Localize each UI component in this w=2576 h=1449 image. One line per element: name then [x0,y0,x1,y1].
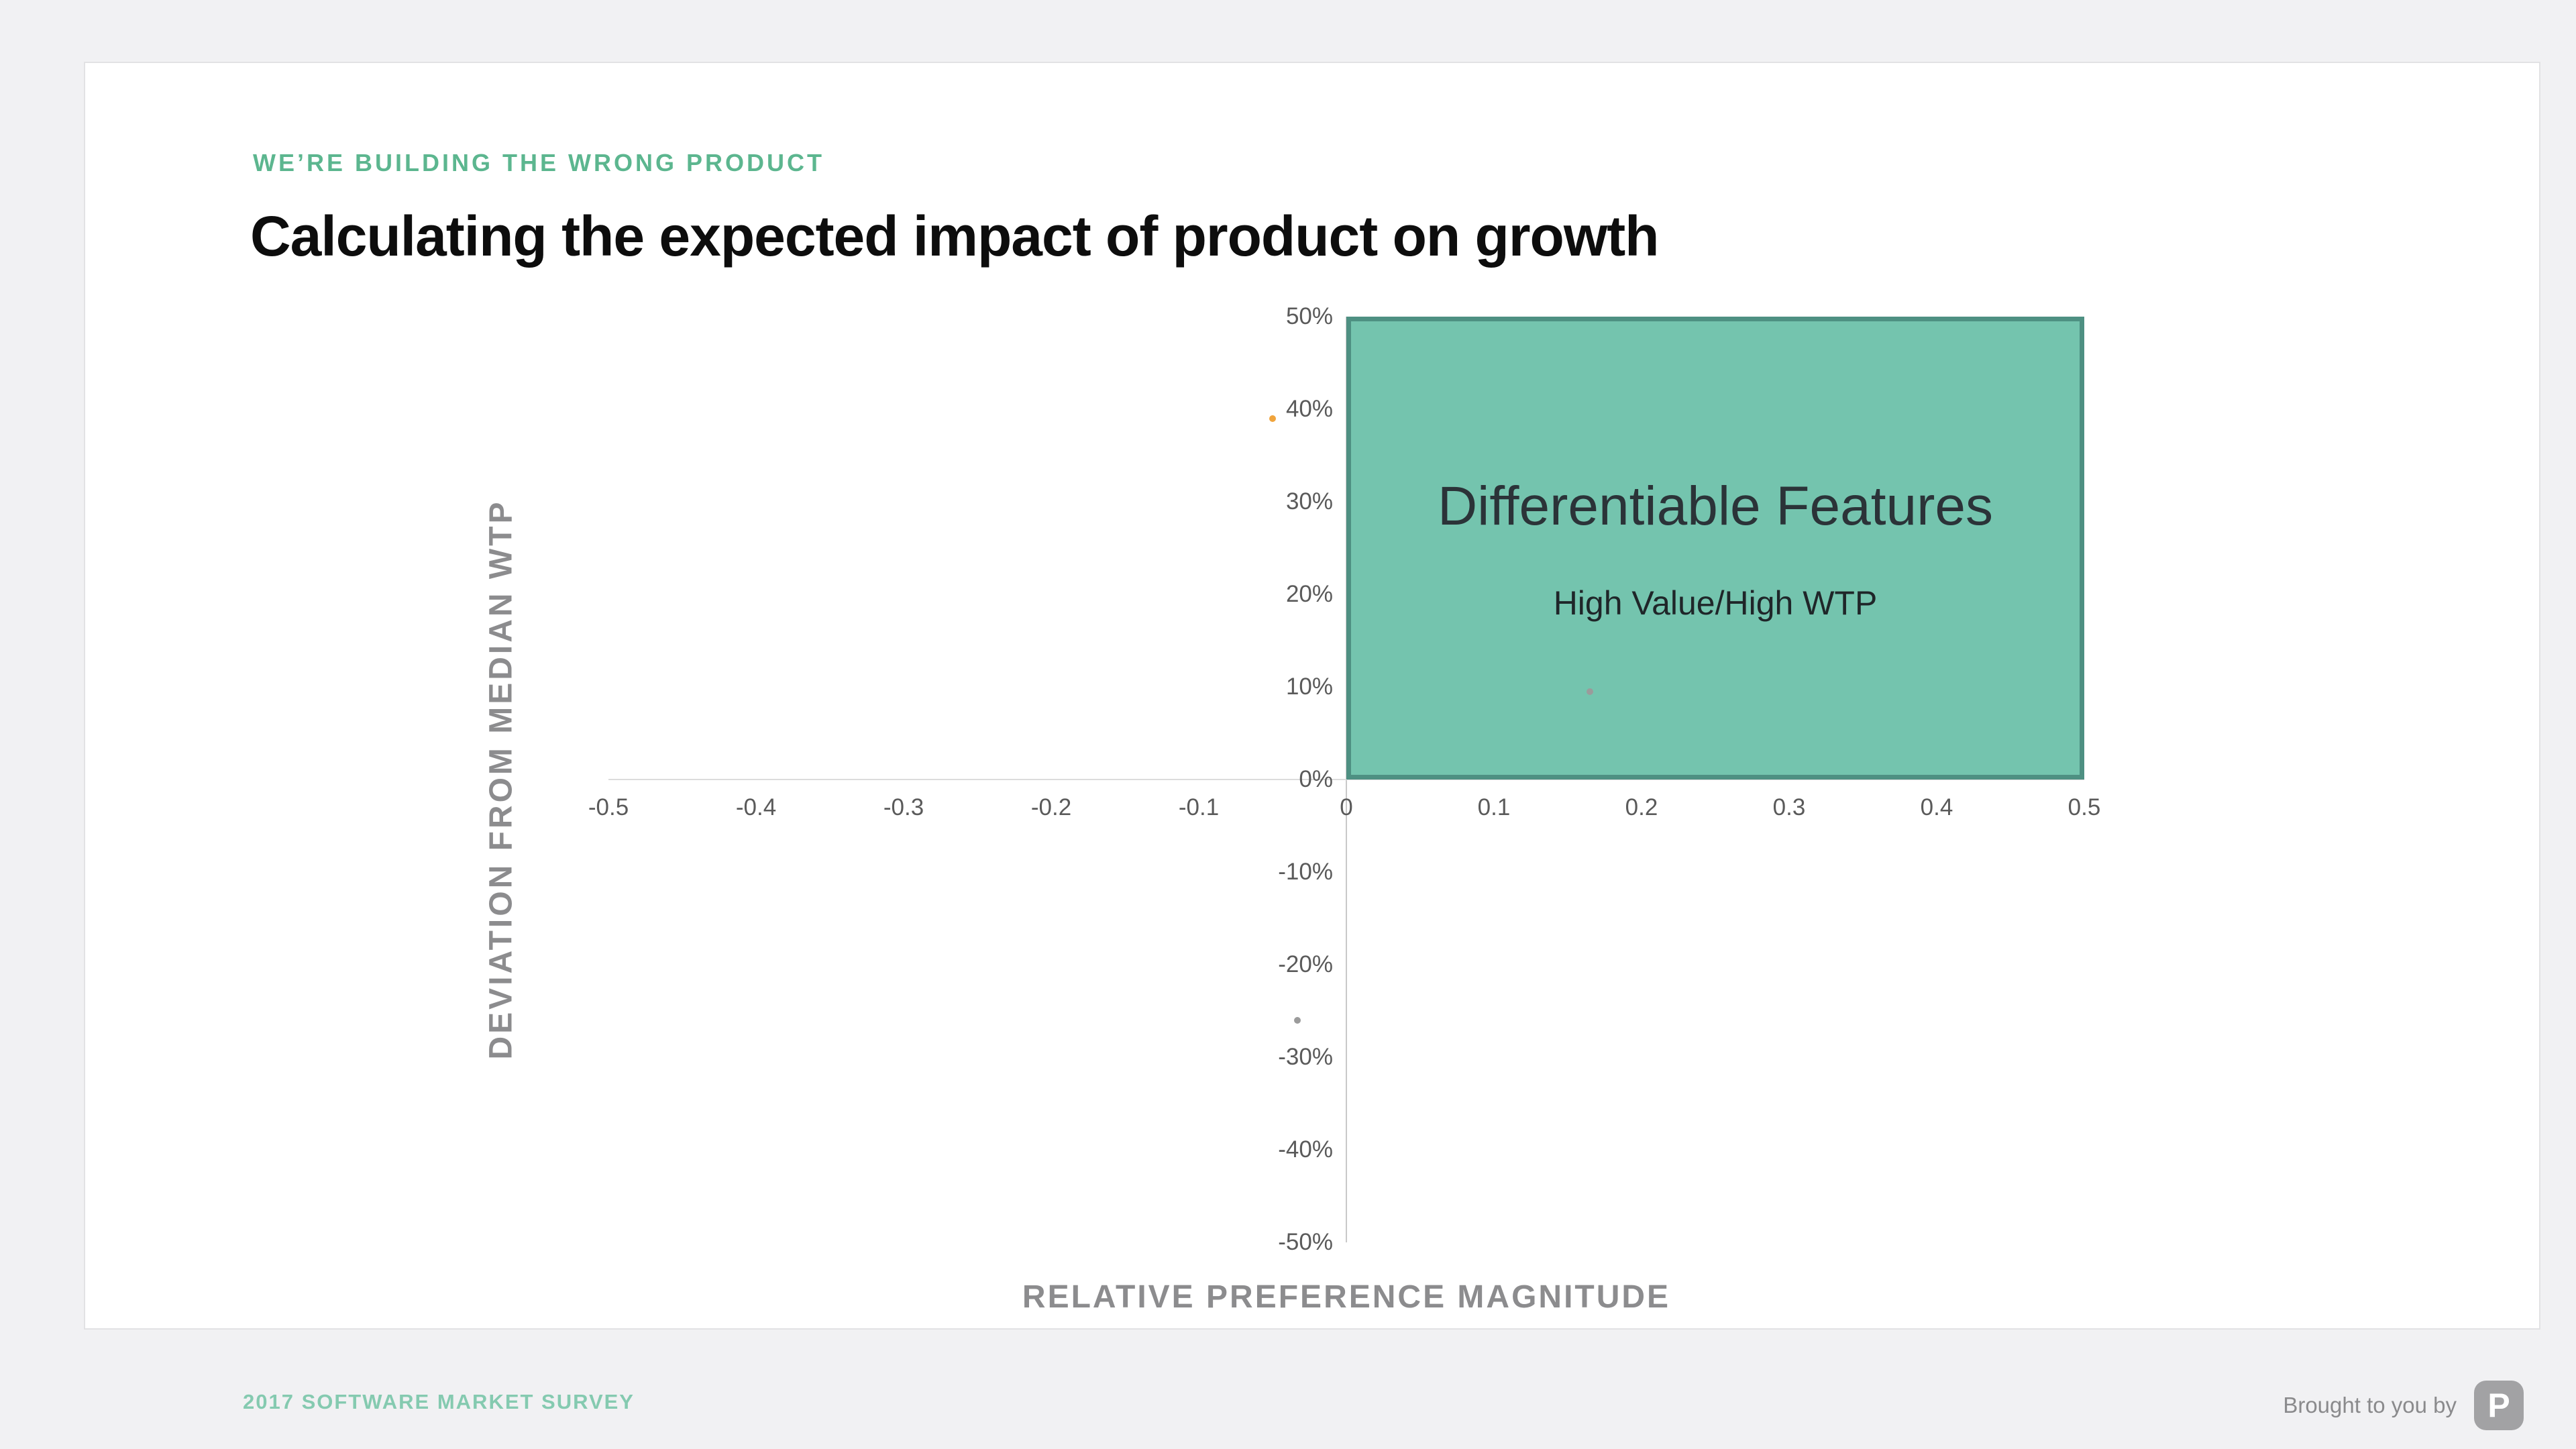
y-tick-label: 50% [1285,303,1333,329]
y-tick-label: 30% [1285,488,1333,515]
plot-area: Differentiable Features High Value/High … [588,303,2100,1255]
x-tick-label: 0.3 [1772,794,1806,820]
slide-title: Calculating the expected impact of produ… [250,205,1659,268]
differentiable-features-region: Differentiable Features High Value/High … [1346,317,2084,780]
x-tick-label: -0.4 [735,794,777,820]
x-tick-label: 0.1 [1477,794,1511,820]
y-axis-label: DEVIATION FROM MEDIAN WTP [483,499,519,1060]
scatter-point [1294,1016,1301,1024]
brought-to-you-by-label: Brought to you by [2283,1393,2457,1417]
y-tick-label: -50% [1278,1229,1333,1255]
x-axis-label: RELATIVE PREFERENCE MAGNITUDE [1022,1279,1671,1315]
x-tick-label: 0 [1340,794,1353,820]
x-tick-label: -0.2 [1030,794,1072,820]
footer-brand: Brought to you by P [2283,1381,2524,1430]
scatter-point [1269,415,1276,422]
x-axis-line [608,779,2084,780]
y-tick-label: -20% [1278,951,1333,977]
y-tick-label: 40% [1285,396,1333,422]
y-tick-label: -30% [1278,1044,1333,1070]
region-title: Differentiable Features [1437,476,1994,537]
x-tick-label: -0.5 [588,794,629,820]
x-tick-label: 0.2 [1625,794,1658,820]
y-tick-label: 0% [1299,766,1333,792]
x-tick-label: -0.3 [883,794,924,820]
profitwell-logo-icon: P [2474,1381,2524,1430]
y-tick-label: 10% [1285,674,1333,700]
x-tick-label: 0.5 [2068,794,2101,820]
slide-card: WE’RE BUILDING THE WRONG PRODUCT Calcula… [84,62,2540,1330]
y-tick-label: -10% [1278,859,1333,885]
region-subtitle: High Value/High WTP [1553,584,1878,622]
slide-eyebrow: WE’RE BUILDING THE WRONG PRODUCT [253,149,824,176]
y-tick-label: 20% [1285,581,1333,607]
y-tick-label: -40% [1278,1136,1333,1163]
scatter-point [1587,688,1593,695]
x-tick-label: -0.1 [1178,794,1220,820]
footer-survey-label: 2017 SOFTWARE MARKET SURVEY [243,1390,635,1413]
x-tick-label: 0.4 [1920,794,1953,820]
